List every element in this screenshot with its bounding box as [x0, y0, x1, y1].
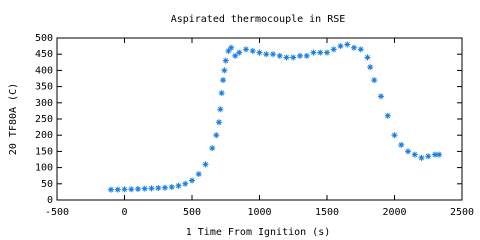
data-point [162, 184, 168, 191]
data-point [168, 184, 175, 191]
data-point [148, 185, 155, 192]
x-axis-label: 1 Time From Ignition (s) [186, 227, 331, 238]
y-tick-label: 250 [35, 114, 53, 125]
data-point [256, 49, 263, 56]
data-point [436, 151, 443, 158]
y-tick-label: 350 [35, 82, 53, 93]
data-point [121, 186, 128, 193]
data-point [398, 141, 405, 148]
y-tick-label: 500 [35, 33, 53, 44]
data-point [243, 46, 249, 53]
data-point [270, 51, 276, 58]
data-point [155, 185, 162, 192]
data-point [351, 44, 357, 51]
data-point [220, 77, 227, 84]
data-point [330, 46, 337, 53]
data-point [236, 49, 243, 56]
y-tick-label: 100 [35, 163, 53, 174]
data-point [249, 47, 256, 54]
y-tick-label: 450 [35, 49, 53, 60]
x-tick-label: 500 [183, 207, 201, 218]
data-point [108, 186, 114, 193]
data-point [263, 51, 270, 58]
data-point [141, 185, 148, 192]
data-point [114, 186, 121, 193]
data-point [418, 154, 425, 161]
data-point [217, 106, 224, 113]
x-tick-label: 1000 [247, 207, 271, 218]
y-axis-label: 20 TF80A (C) [8, 83, 19, 155]
x-tick-label: 2000 [382, 207, 406, 218]
data-point [189, 177, 195, 184]
data-point [175, 182, 182, 189]
data-point [213, 132, 220, 139]
data-point [218, 90, 225, 97]
data-point [182, 180, 189, 187]
data-point [344, 41, 351, 48]
data-point [128, 186, 135, 193]
data-point [290, 54, 297, 61]
data-point [432, 151, 438, 158]
x-tick-label: 2500 [450, 207, 474, 218]
data-point [216, 119, 222, 126]
data-point [209, 145, 216, 152]
data-point [135, 185, 141, 192]
data-point [195, 171, 202, 178]
data-point [378, 93, 384, 100]
y-tick-label: 300 [35, 98, 53, 109]
data-point [384, 112, 391, 119]
data-point [228, 44, 235, 51]
x-tick-label: 0 [121, 207, 127, 218]
data-point [303, 52, 310, 59]
data-point [357, 46, 364, 53]
data-point [283, 54, 290, 61]
x-tick-label: 1500 [315, 207, 339, 218]
data-point [364, 54, 371, 61]
data-point [411, 151, 418, 158]
data-point [232, 52, 239, 59]
y-tick-label: 150 [35, 146, 53, 157]
data-point [297, 52, 303, 59]
data-point [405, 148, 411, 155]
chart-title: Aspirated thermocouple in RSE [171, 14, 346, 25]
data-point [317, 49, 324, 56]
data-point [367, 64, 374, 71]
data-point [276, 52, 283, 59]
y-tick-label: 200 [35, 130, 53, 141]
data-point [310, 49, 317, 56]
data-point [225, 47, 232, 54]
y-tick-label: 400 [35, 65, 53, 76]
data-point [371, 77, 378, 84]
x-tick-label: -500 [45, 207, 69, 218]
data-point [202, 161, 209, 168]
data-point [222, 57, 229, 64]
y-tick-label: 50 [41, 179, 53, 190]
data-point [337, 43, 344, 50]
data-point [391, 132, 398, 139]
data-point [221, 67, 228, 74]
y-tick-label: 0 [47, 195, 53, 206]
data-point [425, 153, 432, 160]
data-point [324, 49, 330, 56]
